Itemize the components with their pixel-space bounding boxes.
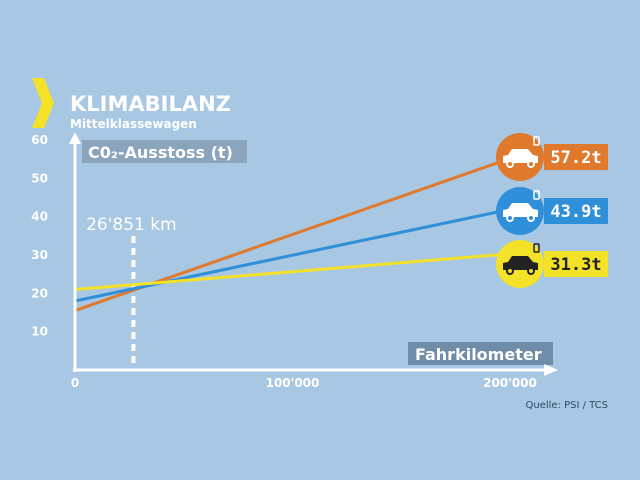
y-tick-label: 10 (31, 325, 48, 339)
car-wheel (506, 214, 514, 222)
car-body (503, 256, 538, 270)
y-tick-label: 50 (31, 171, 48, 185)
y-tick-label: 60 (31, 133, 48, 147)
value-label: 57.2t (550, 148, 601, 168)
source-note: Quelle: PSI / TCS (525, 400, 608, 411)
car-body (503, 149, 538, 163)
fuel-plug-icon (533, 243, 540, 253)
car-icon (503, 243, 540, 275)
chart-title: KLIMABILANZ (70, 92, 231, 116)
x-tick-label: 200'000 (483, 376, 537, 390)
y-axis-label-box (82, 140, 247, 163)
x-axis-label: Fahrkilometer (415, 345, 542, 364)
chevron-logo-icon (32, 78, 54, 128)
series-end-label: 43.9t (496, 187, 608, 235)
fuel-plug-icon (533, 136, 540, 146)
value-label: 43.9t (550, 202, 601, 222)
value-box (544, 198, 608, 224)
car-icon (503, 190, 540, 222)
series-end-label: 31.3t (496, 240, 608, 288)
y-tick-label: 30 (31, 248, 48, 262)
value-box (544, 144, 608, 170)
car-wheel (506, 267, 514, 275)
x-tick-label: 100'000 (266, 376, 320, 390)
fuel-plug-icon (533, 190, 540, 200)
car-body (503, 203, 538, 217)
x-axis-arrow (544, 364, 558, 376)
x-axis-label-box (408, 342, 553, 365)
y-axis-arrow (69, 132, 81, 144)
value-box (544, 251, 608, 277)
y-tick-label: 40 (31, 210, 48, 224)
annotation-label: 26'851 km (86, 215, 177, 235)
y-tick-label: 20 (31, 286, 48, 300)
value-label: 31.3t (550, 255, 601, 275)
car-wheel (506, 160, 514, 168)
annotation-group: 26'851 km (86, 215, 177, 366)
car-wheel (527, 160, 535, 168)
chart-subtitle: Mittelklassewagen (70, 117, 197, 131)
series-line (73, 156, 511, 370)
y-axis-label: C0₂-Ausstoss (t) (88, 143, 233, 162)
car-wheel (527, 267, 535, 275)
tick-labels: 10 20 30 40 50 60 0 100'000 200'000 (31, 133, 537, 390)
x-tick-label: 0 (71, 376, 79, 390)
end-labels: 57.2t 43.9t 31.3t (496, 133, 608, 288)
series-lines (73, 156, 511, 370)
car-wheel (527, 214, 535, 222)
series-end-label: 57.2t (496, 133, 608, 181)
car-icon (503, 136, 540, 168)
